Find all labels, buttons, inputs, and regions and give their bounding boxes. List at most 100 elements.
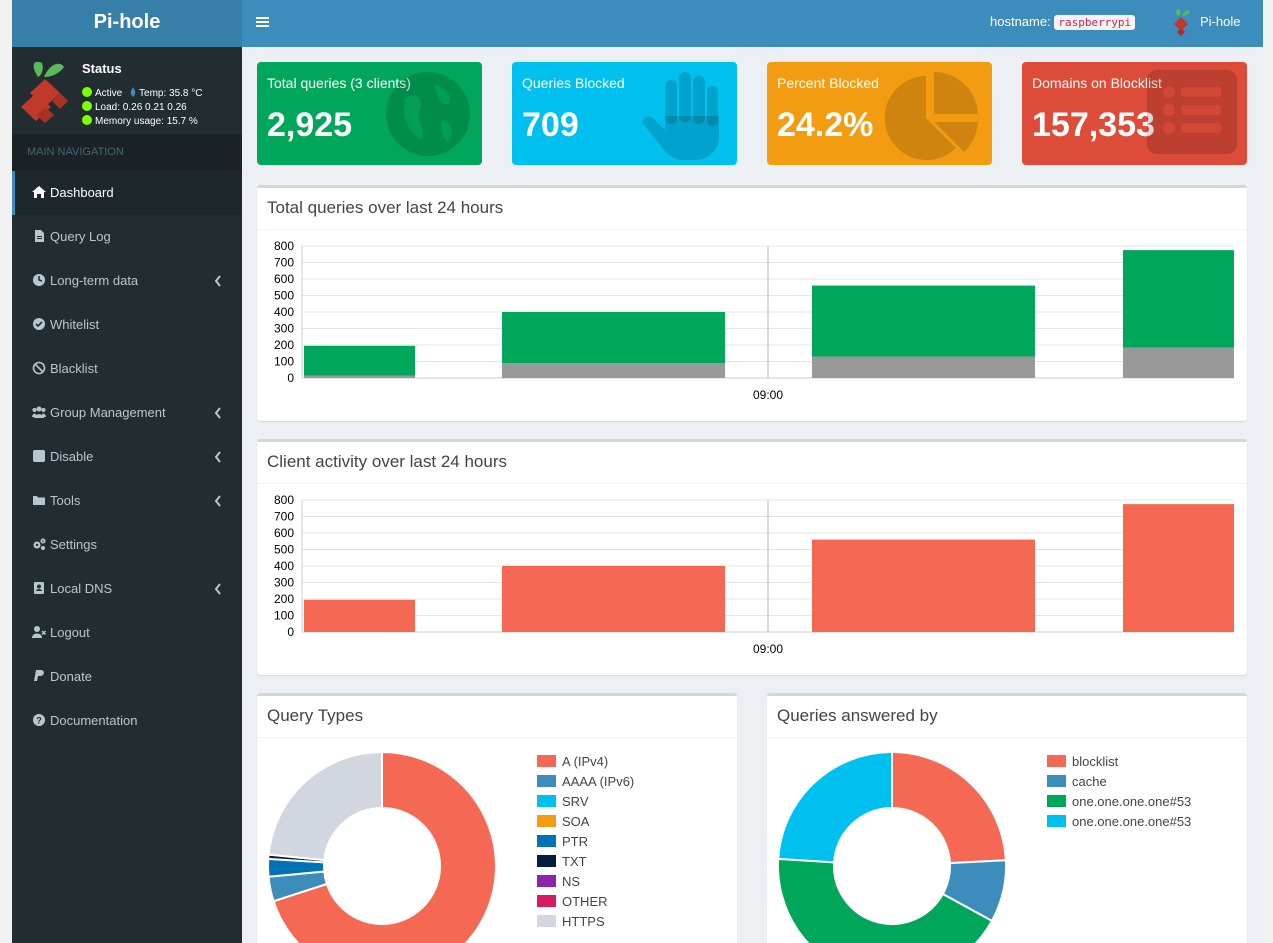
legend-item[interactable]: SRV <box>537 792 634 812</box>
top-bar: hostname: raspberrypi Pi-hole <box>242 0 1263 47</box>
y-tick-label: 0 <box>287 371 294 385</box>
status-line: Active Temp: 35.8 °C <box>82 87 203 99</box>
legend-item[interactable]: AAAA (IPv6) <box>537 772 634 792</box>
sidebar-item-group-management[interactable]: Group Management <box>12 391 242 435</box>
sidebar-item-local-dns[interactable]: Local DNS <box>12 567 242 611</box>
sidebar-item-whitelist[interactable]: Whitelist <box>12 303 242 347</box>
y-tick-label: 100 <box>274 355 294 369</box>
pie-slice-2 <box>777 857 994 943</box>
nav-list: Dashboard Query Log Long-term data Whitelis… <box>12 171 242 743</box>
load-label: Load: 0.26 0.21 0.26 <box>95 102 187 113</box>
stop-icon <box>33 450 45 462</box>
answered-by-panel: Queries answered by blocklist cache one.on… <box>767 693 1247 943</box>
y-tick-label: 600 <box>274 526 294 540</box>
legend-label: AAAA (IPv6) <box>562 774 635 789</box>
sidebar-item-label: Long-term data <box>50 273 139 288</box>
legend-item[interactable]: PTR <box>537 832 634 852</box>
sidebar-item-tools[interactable]: Tools <box>12 479 242 523</box>
legend-item[interactable]: NS <box>537 872 634 892</box>
legend-swatch <box>537 795 556 807</box>
sidebar-item-label: Dashboard <box>50 185 114 200</box>
sidebar-item-query-log[interactable]: Query Log <box>12 215 242 259</box>
left-edge <box>0 0 12 943</box>
sidebar-item-logout[interactable]: Logout <box>12 611 242 655</box>
file-icon <box>35 230 44 242</box>
bar-series-0 <box>304 375 415 378</box>
chevron-left-icon <box>214 495 221 507</box>
panel-title: Client activity over last 24 hours <box>257 442 1247 484</box>
legend-label: HTTPS <box>562 914 605 929</box>
legend-label: blocklist <box>1072 754 1119 769</box>
legend-item[interactable]: OTHER <box>537 892 634 912</box>
hostname-label: hostname: <box>990 14 1051 29</box>
legend-item[interactable]: cache <box>1047 772 1191 792</box>
stat-domains-blocklist[interactable]: Domains on Blocklist 157,353 <box>1022 62 1247 165</box>
sidebar-item-label: Settings <box>50 537 97 552</box>
clock-icon <box>33 274 45 286</box>
client-activity-chart: 0 100 200 300 400 500 600 700 800 09:00 <box>274 493 1234 656</box>
pie-chart-icon <box>884 71 978 160</box>
bar-series-1 <box>502 312 725 364</box>
legend-item[interactable]: A (IPv4) <box>537 752 634 772</box>
hamburger-icon[interactable] <box>256 15 270 29</box>
chevron-left-icon <box>214 407 221 419</box>
pie-slice-0 <box>891 750 1007 865</box>
stat-percent-blocked[interactable]: Percent Blocked 24.2% <box>767 62 992 165</box>
legend-label: SRV <box>562 794 589 809</box>
sidebar-item-label: Documentation <box>50 713 138 728</box>
legend-item[interactable]: TXT <box>537 852 634 872</box>
bar-series-1 <box>1123 250 1234 348</box>
legend-item[interactable]: one.one.one.one#53 <box>1047 812 1191 832</box>
bar-series-0 <box>812 539 1035 632</box>
sidebar-item-long-term-data[interactable]: Long-term data <box>12 259 242 303</box>
legend-label: cache <box>1072 774 1107 789</box>
stat-label: Queries Blocked <box>522 75 625 91</box>
app-logo[interactable]: Pi-hole <box>12 0 242 47</box>
user-label: Pi-hole <box>1200 14 1241 29</box>
sidebar-item-label: Donate <box>50 669 92 684</box>
panel-title: Query Types <box>257 696 737 738</box>
stat-queries-blocked[interactable]: Queries Blocked 709 <box>512 62 737 165</box>
sidebar-item-blacklist[interactable]: Blacklist <box>12 347 242 391</box>
legend-label: SOA <box>562 814 590 829</box>
y-tick-label: 100 <box>274 609 294 623</box>
legend-item[interactable]: HTTPS <box>537 912 634 932</box>
legend-swatch <box>537 775 556 787</box>
check-circle-icon <box>33 318 45 330</box>
y-tick-label: 800 <box>274 493 294 507</box>
x-tick-label: 09:00 <box>753 642 783 656</box>
y-tick-label: 600 <box>274 272 294 286</box>
users-icon <box>32 406 46 418</box>
legend-item[interactable]: SOA <box>537 812 634 832</box>
sidebar-item-donate[interactable]: Donate <box>12 655 242 699</box>
sidebar-item-dashboard[interactable]: Dashboard <box>12 171 242 215</box>
sidebar-item-disable[interactable]: Disable <box>12 435 242 479</box>
bar-series-0 <box>1123 347 1234 378</box>
user-menu[interactable]: Pi-hole <box>1170 8 1240 36</box>
y-tick-label: 300 <box>274 576 294 590</box>
sidebar-item-label: Blacklist <box>50 361 98 376</box>
load-line: Load: 0.26 0.21 0.26 <box>82 101 187 113</box>
memory-dot-icon <box>82 115 92 125</box>
y-tick-label: 400 <box>274 559 294 573</box>
nav-header: MAIN NAVIGATION <box>12 134 242 171</box>
bar-series-0 <box>502 566 725 632</box>
legend-label: TXT <box>562 854 587 869</box>
pihole-logo-icon <box>21 61 68 123</box>
total-queries-chart: 0 100 200 300 400 500 600 700 800 09:00 <box>274 239 1234 402</box>
hostname: hostname: raspberrypi <box>990 14 1136 30</box>
stat-total-queries[interactable]: Total queries (3 clients) 2,925 <box>257 62 482 165</box>
y-tick-label: 0 <box>287 625 294 639</box>
sidebar-item-documentation[interactable]: ? Documentation <box>12 699 242 743</box>
legend-item[interactable]: blocklist <box>1047 752 1191 772</box>
legend-item[interactable]: one.one.one.one#53 <box>1047 792 1191 812</box>
y-tick-label: 500 <box>274 543 294 557</box>
svg-text:?: ? <box>36 716 42 726</box>
bar-series-0 <box>304 599 415 632</box>
legend-label: OTHER <box>562 894 608 909</box>
sidebar-item-settings[interactable]: Settings <box>12 523 242 567</box>
user-avatar-icon <box>1174 9 1190 36</box>
address-book-icon <box>34 582 44 594</box>
legend-swatch <box>1047 775 1066 787</box>
chevron-left-icon <box>214 275 221 287</box>
